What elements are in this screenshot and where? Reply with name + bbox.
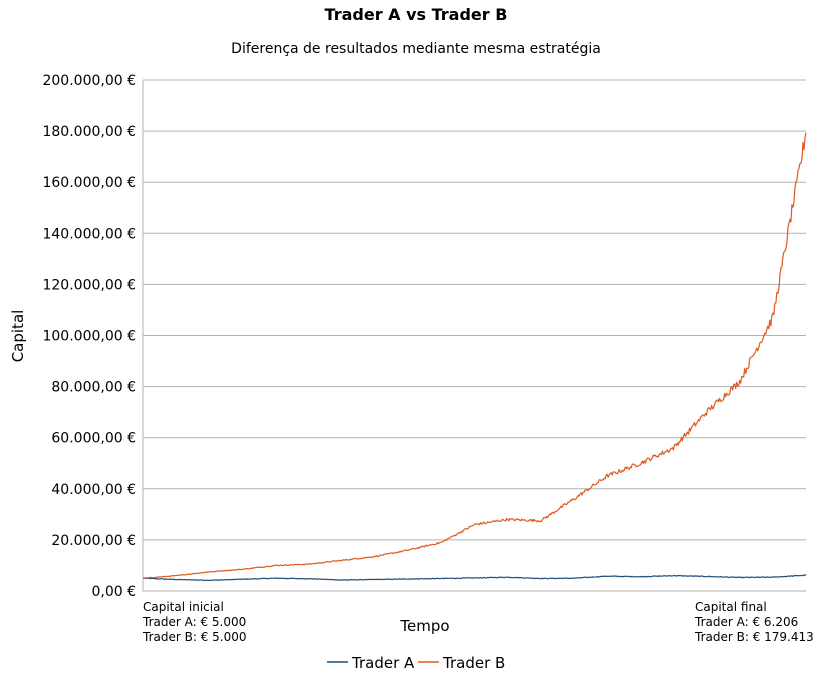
y-tick-label: 40.000,00 € [51,482,136,498]
y-axis-title: Capital [9,310,27,363]
end-annotation-trader-b: Trader B: € 179.413 [694,630,814,644]
start-annotation-trader-b: Trader B: € 5.000 [142,630,247,644]
chart-subtitle: Diferença de resultados mediante mesma e… [231,41,601,57]
start-annotation-trader-a: Trader A: € 5.000 [142,615,246,629]
y-tick-label: 160.000,00 € [42,175,136,191]
y-tick-label: 0,00 € [91,584,136,600]
legend: Trader A Trader B [327,654,505,672]
series-line-trader-a [143,574,807,582]
y-tick-label: 80.000,00 € [51,380,136,396]
y-tick-label: 140.000,00 € [42,226,136,242]
y-tick-label: 200.000,00 € [42,73,136,89]
end-annotation-trader-a: Trader A: € 6.206 [694,615,798,629]
y-tick-label: 20.000,00 € [51,533,136,549]
end-annotation-heading: Capital final [695,600,767,614]
y-tick-label: 60.000,00 € [51,431,136,447]
chart-title: Trader A vs Trader B [325,5,508,24]
legend-label-trader-a: Trader A [351,654,415,672]
y-tick-label: 120.000,00 € [42,277,136,293]
y-tick-label: 180.000,00 € [42,124,136,140]
series-lines [142,132,807,582]
legend-label-trader-b: Trader B [442,654,505,672]
start-annotation-heading: Capital inicial [143,600,224,614]
y-tick-labels: 0,00 € 20.000,00 € 40.000,00 € 60.000,00 € 8… [42,73,136,600]
y-tick-label: 100.000,00 € [42,329,136,345]
series-line-trader-b [142,132,807,579]
x-axis-title: Tempo [399,617,449,635]
gridlines [143,79,806,541]
